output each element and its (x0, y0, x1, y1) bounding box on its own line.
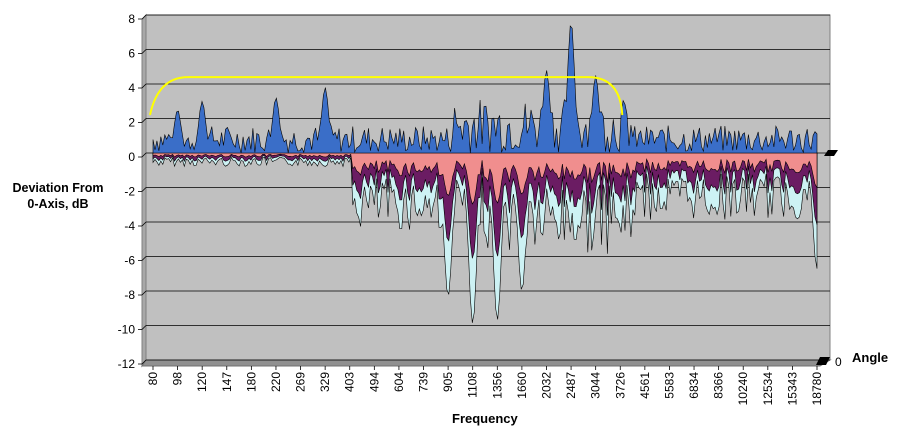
x-tick-label: 4561 (638, 372, 652, 399)
angle-axis-marker (816, 357, 830, 365)
surface-band-lightblue (152, 152, 818, 323)
x-tick-label: 12534 (761, 372, 775, 406)
x-tick-label: 2032 (539, 372, 553, 399)
y-tick-label: -6 (124, 254, 135, 268)
z-axis-label: Angle (852, 350, 889, 365)
x-tick-label: 739 (417, 372, 431, 392)
y-tick-label: 4 (128, 81, 135, 95)
y-tick-label: -12 (118, 357, 136, 371)
y-tick-label: -10 (118, 323, 136, 337)
reference-curve (149, 76, 624, 116)
y-axis-label-line-2: 0-Axis, dB (27, 197, 89, 211)
gridline-side (141, 118, 147, 123)
y-tick-label: 8 (128, 12, 135, 26)
gridline-side (141, 325, 147, 330)
x-tick-label: 403 (343, 372, 357, 392)
x-tick-label: 15343 (785, 372, 799, 406)
surface-band-salmon (152, 152, 818, 205)
gridline-side (141, 221, 147, 227)
y-axis-label-line-1: Deviation From (12, 181, 104, 195)
x-tick-label: 1660 (515, 372, 529, 399)
x-tick-label: 604 (392, 372, 406, 392)
x-tick-label: 905 (441, 372, 455, 392)
x-tick-label: 98 (171, 372, 185, 386)
y-axis-label: Deviation From 0-Axis, dB (4, 180, 112, 212)
x-tick-label: 269 (294, 372, 308, 392)
zero-axis-marker (824, 150, 838, 156)
y-tick-label: 2 (128, 116, 135, 130)
x-tick-label: 18780 (810, 372, 824, 406)
x-tick-label: 3044 (589, 372, 603, 399)
x-tick-label: 8366 (712, 372, 726, 399)
y-tick-label: 6 (128, 47, 135, 61)
x-tick-label: 2487 (564, 372, 578, 399)
x-tick-label: 5583 (662, 372, 676, 399)
gridline-side (141, 152, 147, 158)
z-axis-tick: 0 (835, 355, 842, 369)
y-tick-label: -2 (124, 185, 135, 199)
x-tick-label: 1108 (466, 372, 480, 398)
gridline-side (141, 187, 147, 192)
y-tick-label: -4 (124, 219, 135, 233)
gridline-side (141, 49, 147, 54)
x-tick-label: 147 (220, 372, 234, 392)
gridline-side (141, 290, 147, 296)
floor (141, 359, 832, 367)
x-tick-label: 3726 (613, 372, 627, 399)
x-tick-label: 329 (318, 372, 332, 392)
gridline-side (141, 14, 147, 20)
gridline-side (141, 256, 147, 261)
x-axis-label: Frequency (452, 411, 518, 426)
surface-band-blue (152, 25, 818, 154)
gridline-side (141, 359, 147, 365)
x-tick-label: 80 (146, 372, 160, 386)
gridline-side (141, 83, 147, 89)
x-tick-label: 1356 (490, 372, 504, 399)
y-tick-label: 0 (128, 150, 135, 164)
surface-band-purple (152, 152, 818, 259)
y-tick-label: -8 (124, 288, 135, 302)
x-tick-label: 10240 (736, 372, 750, 406)
x-tick-label: 6834 (687, 372, 701, 399)
x-tick-label: 494 (367, 372, 381, 392)
x-tick-label: 220 (269, 372, 283, 392)
x-tick-label: 120 (195, 372, 209, 392)
x-tick-label: 180 (244, 372, 258, 392)
